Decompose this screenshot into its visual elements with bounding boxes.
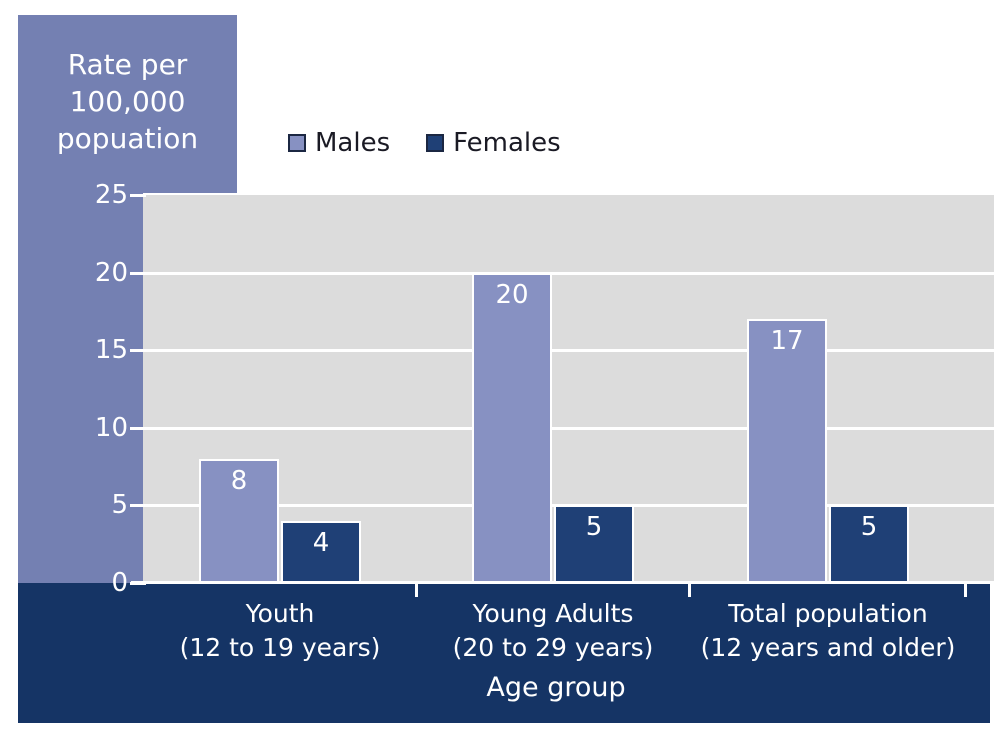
x-axis-tick xyxy=(688,583,691,597)
legend-item-males: Males xyxy=(288,129,390,157)
bar-value-label: 4 xyxy=(312,527,330,558)
bar-females-2: 5 xyxy=(829,505,909,583)
legend-item-females: Females xyxy=(426,129,561,157)
category-label-young-adults: Young Adults (20 to 29 years) xyxy=(453,597,654,665)
gridline xyxy=(143,426,994,430)
y-axis-tick-label: 5 xyxy=(111,490,128,521)
y-axis-title-line: 100,000 xyxy=(69,85,186,118)
y-axis-tick xyxy=(130,504,146,508)
y-axis-title-line: Rate per xyxy=(67,48,188,81)
y-axis-tick xyxy=(130,426,146,430)
x-axis-tick xyxy=(964,583,967,597)
gridline xyxy=(143,271,994,275)
category-label-youth: Youth (12 to 19 years) xyxy=(180,597,381,665)
bar-value-label: 8 xyxy=(230,465,248,496)
category-label-line: (12 years and older) xyxy=(700,633,956,662)
y-axis-tick-label: 25 xyxy=(94,180,128,210)
bar-value-label: 5 xyxy=(860,512,878,543)
y-axis-tick xyxy=(130,582,146,585)
males-swatch-icon xyxy=(288,134,306,152)
category-label-total-population: Total population (12 years and older) xyxy=(701,597,956,665)
x-axis-title: Age group xyxy=(486,672,626,703)
category-label-line: (20 to 29 years) xyxy=(452,633,654,662)
category-label-line: Youth xyxy=(245,599,315,628)
y-axis-tick-label: 10 xyxy=(94,412,128,443)
y-axis-tick xyxy=(130,194,146,197)
legend-label: Females xyxy=(453,128,561,158)
bar-value-label: 17 xyxy=(770,326,804,357)
y-axis-tick xyxy=(130,271,146,275)
y-axis-title-line: popuation xyxy=(56,122,199,155)
bar-males-2: 17 xyxy=(747,319,827,583)
x-axis-band xyxy=(18,583,990,723)
legend: Males Females xyxy=(288,129,561,157)
gridline xyxy=(143,349,994,353)
y-axis-tick xyxy=(130,349,146,353)
category-label-line: (12 to 19 years) xyxy=(179,633,381,662)
y-axis-tick-label: 20 xyxy=(94,257,128,288)
females-swatch-icon xyxy=(426,134,445,152)
bar-males-0: 8 xyxy=(199,458,279,583)
legend-label: Males xyxy=(315,128,391,158)
category-label-line: Total population xyxy=(728,599,928,628)
bar-males-1: 20 xyxy=(472,272,552,583)
y-axis-tick-label: 15 xyxy=(94,335,128,366)
x-axis-tick xyxy=(415,583,418,597)
y-axis-title-box: Rate per 100,000 popuation xyxy=(18,15,237,193)
bar-value-label: 20 xyxy=(495,279,529,310)
category-label-line: Young Adults xyxy=(472,599,634,628)
bar-females-1: 5 xyxy=(554,505,634,583)
y-axis-tick-label: 0 xyxy=(111,568,128,598)
bar-females-0: 4 xyxy=(281,520,361,583)
bar-value-label: 5 xyxy=(585,512,603,543)
